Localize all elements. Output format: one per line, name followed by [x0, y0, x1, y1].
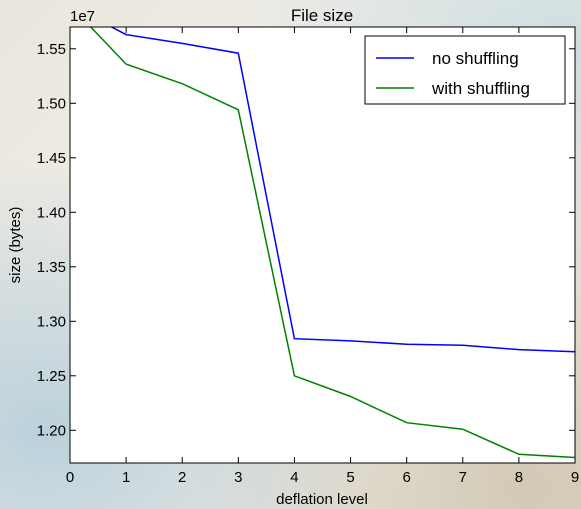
legend: no shuffling with shuffling: [364, 35, 566, 105]
y-tick-label: 1.25: [37, 368, 66, 385]
x-tick-label: 3: [234, 469, 242, 486]
legend-box: [364, 35, 566, 105]
x-tick-label: 0: [66, 469, 74, 486]
y-offset-label: 1e7: [70, 8, 95, 25]
series-line-with-shuffling: [89, 27, 575, 459]
y-tick-label: 1.35: [37, 259, 66, 276]
x-tick-label: 5: [346, 469, 354, 486]
x-tick-label: 4: [290, 469, 298, 486]
y-tick-label: 1.55: [37, 41, 66, 58]
series-line-no-shuffling: [109, 27, 575, 353]
chart-title: File size: [291, 6, 353, 25]
x-tick-label: 1: [122, 469, 130, 486]
x-axis-label: deflation level: [276, 491, 368, 508]
legend-label: with shuffling: [431, 79, 530, 98]
series-lines: [89, 27, 575, 459]
y-axis: 1.20 1.25 1.30 1.35 1.40 1.45 1.50 1.55: [37, 41, 575, 439]
y-tick-label: 1.20: [37, 422, 66, 439]
y-tick-label: 1.45: [37, 150, 66, 167]
x-tick-label: 2: [178, 469, 186, 486]
plot-frame: [69, 26, 576, 464]
x-axis: 0 1 2 3 4 5 6 7 8 9: [66, 27, 579, 486]
y-tick-label: 1.30: [37, 313, 66, 330]
y-axis-label: size (bytes): [7, 207, 24, 284]
x-tick-label: 9: [571, 469, 579, 486]
x-tick-label: 8: [515, 469, 523, 486]
x-tick-label: 7: [459, 469, 467, 486]
y-tick-label: 1.50: [37, 95, 66, 112]
x-tick-label: 6: [402, 469, 410, 486]
y-tick-label: 1.40: [37, 204, 66, 221]
legend-label: no shuffling: [432, 49, 519, 68]
